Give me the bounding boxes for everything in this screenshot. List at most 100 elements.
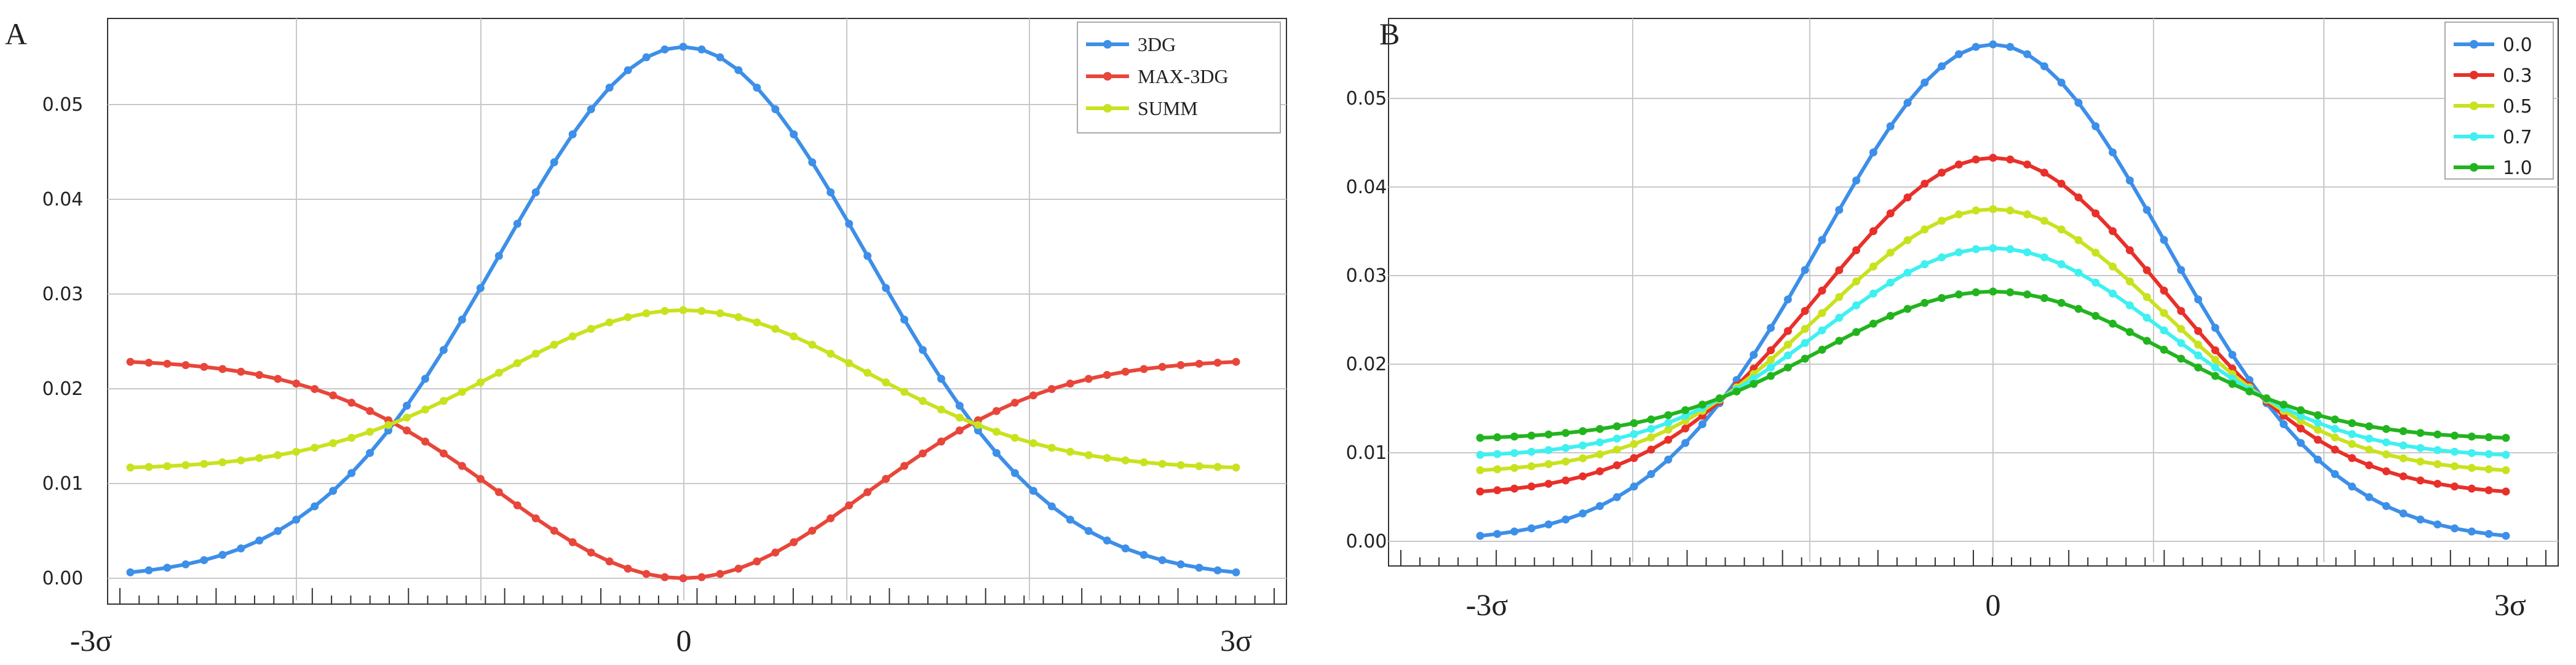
panel-a-data-point (1084, 527, 1093, 535)
panel-b-data-point (1938, 217, 1946, 225)
panel-b-x-tick-label: 0 (1986, 587, 2001, 622)
panel-b-data-point (2399, 454, 2408, 463)
panel-a-data-point (126, 463, 135, 472)
panel-b-data-point (2228, 380, 2237, 388)
panel-a-data-point (403, 426, 411, 435)
panel-a-data-point (863, 252, 872, 260)
panel-a-data-point (1047, 444, 1056, 452)
panel-a-data-point (919, 449, 927, 458)
panel-a-data-point (476, 378, 485, 387)
panel-b-data-point (1630, 482, 1638, 491)
panel-b-data-point (2177, 354, 2186, 363)
panel-b-legend-label: 1.0 (2503, 157, 2532, 179)
panel-b-data-point (2040, 217, 2048, 225)
panel-a-data-point (808, 340, 817, 349)
panel-b-data-point (2313, 411, 2322, 420)
panel-a-data-point (845, 501, 854, 510)
panel-a-data-point (237, 544, 245, 553)
panel-a-data-point (642, 53, 651, 62)
panel-a-data-point (163, 359, 172, 368)
panel-b-data-point (1579, 427, 1587, 436)
panel-b-data-point (2040, 62, 2048, 71)
panel-a-data-point (660, 306, 669, 315)
panel-a-legend-marker (1103, 72, 1112, 81)
panel-b-data-point (2484, 486, 2493, 495)
panel-a-y-tick-label: 0.02 (42, 378, 84, 400)
panel-a-data-point (1139, 458, 1148, 467)
panel-b-data-point (1527, 524, 1536, 533)
panel-b-data-point (1767, 363, 1775, 372)
panel-b-data-point (2502, 450, 2510, 459)
panel-a-data-point (145, 359, 153, 367)
panel-b-data-point (2211, 324, 2219, 332)
panel-b-data-point (1783, 340, 1792, 349)
panel-a-data-point (513, 220, 521, 228)
panel-a-data-point (126, 568, 135, 576)
panel-b-data-point (2023, 210, 2032, 218)
panel-b-data-point (2211, 346, 2219, 354)
panel-a-data-point (200, 556, 208, 565)
panel-a-data-point (1084, 451, 1093, 460)
panel-b-data-point (2451, 447, 2459, 456)
panel-b-data-point (2484, 465, 2493, 474)
panel-a-data-point (1010, 399, 1019, 407)
panel-b-data-point (1886, 278, 1895, 287)
panel-a-data-point (882, 284, 890, 292)
panel-b-data-point (2211, 372, 2219, 380)
panel-b-data-point (1647, 415, 1655, 424)
panel-b-data-point (1561, 444, 1570, 452)
panel-a-y-ticks: 0.00 0.01 0.02 0.03 0.04 0.05 (42, 94, 84, 589)
panel-b-data-point (2331, 445, 2339, 454)
panel-a-data-point (697, 573, 706, 581)
panel-b-data-point (1664, 411, 1673, 420)
panel-a-data-point (1121, 456, 1130, 464)
panel-a-data-point (937, 375, 946, 383)
panel-a-data-point (956, 426, 964, 435)
panel-a-data-point (660, 45, 669, 54)
panel-b-data-point (1681, 424, 1690, 433)
panel-b-data-point (1510, 527, 1519, 536)
panel-b-data-point (2142, 205, 2151, 214)
panel-b-data-point (1972, 42, 1980, 51)
panel-b-data-point (2091, 209, 2100, 218)
panel-b-data-point (1544, 430, 1553, 439)
panel-b-data-point (2194, 295, 2203, 304)
panel-a-data-point (200, 460, 208, 468)
panel-b-data-point (1835, 205, 1844, 214)
panel-b-data-point (2091, 122, 2100, 130)
panel-b-data-point (1801, 354, 1809, 363)
panel-b: B 0.00 0.01 0.02 0.03 0.04 0.05 -3σ 0 3σ 0.0 0.3… (1346, 17, 2559, 622)
panel-b-data-point (2382, 467, 2390, 476)
panel-a-data-point (1084, 375, 1093, 383)
panel-a-data-point (587, 325, 595, 333)
panel-a-data-point (200, 362, 208, 371)
panel-a-data-point (642, 309, 651, 317)
panel-a-data-point (347, 399, 356, 407)
panel-b-data-point (1596, 502, 1604, 511)
panel-b-data-point (1596, 450, 1604, 459)
panel-a-data-point (311, 502, 319, 511)
panel-b-data-point (1989, 153, 1997, 162)
panel-a-data-point (218, 458, 227, 467)
panel-a-data-point (679, 574, 688, 583)
panel-a-data-point (1066, 447, 1074, 456)
panel-b-data-point (2331, 415, 2339, 424)
panel-b-data-point (1903, 236, 1912, 244)
panel-b-data-point (2451, 431, 2459, 440)
panel-b-data-point (1527, 482, 1536, 491)
panel-a-x-tick-label: -3σ (70, 623, 113, 658)
panel-b-data-point (1510, 432, 1519, 441)
panel-b-data-point (1664, 426, 1673, 434)
panel-b-data-point (1835, 293, 1844, 301)
panel-a-data-point (679, 306, 688, 314)
panel-a-data-point (882, 475, 890, 484)
panel-a-data-point (1213, 463, 1222, 471)
panel-b-data-point (1527, 447, 1536, 456)
panel-b-data-point (1476, 532, 1484, 540)
panel-a-data-point (439, 397, 448, 405)
panel-b-data-point (2502, 466, 2510, 474)
panel-a-data-point (329, 439, 338, 447)
panel-b-data-point (2280, 420, 2288, 429)
panel-b-data-point (1630, 419, 1638, 428)
